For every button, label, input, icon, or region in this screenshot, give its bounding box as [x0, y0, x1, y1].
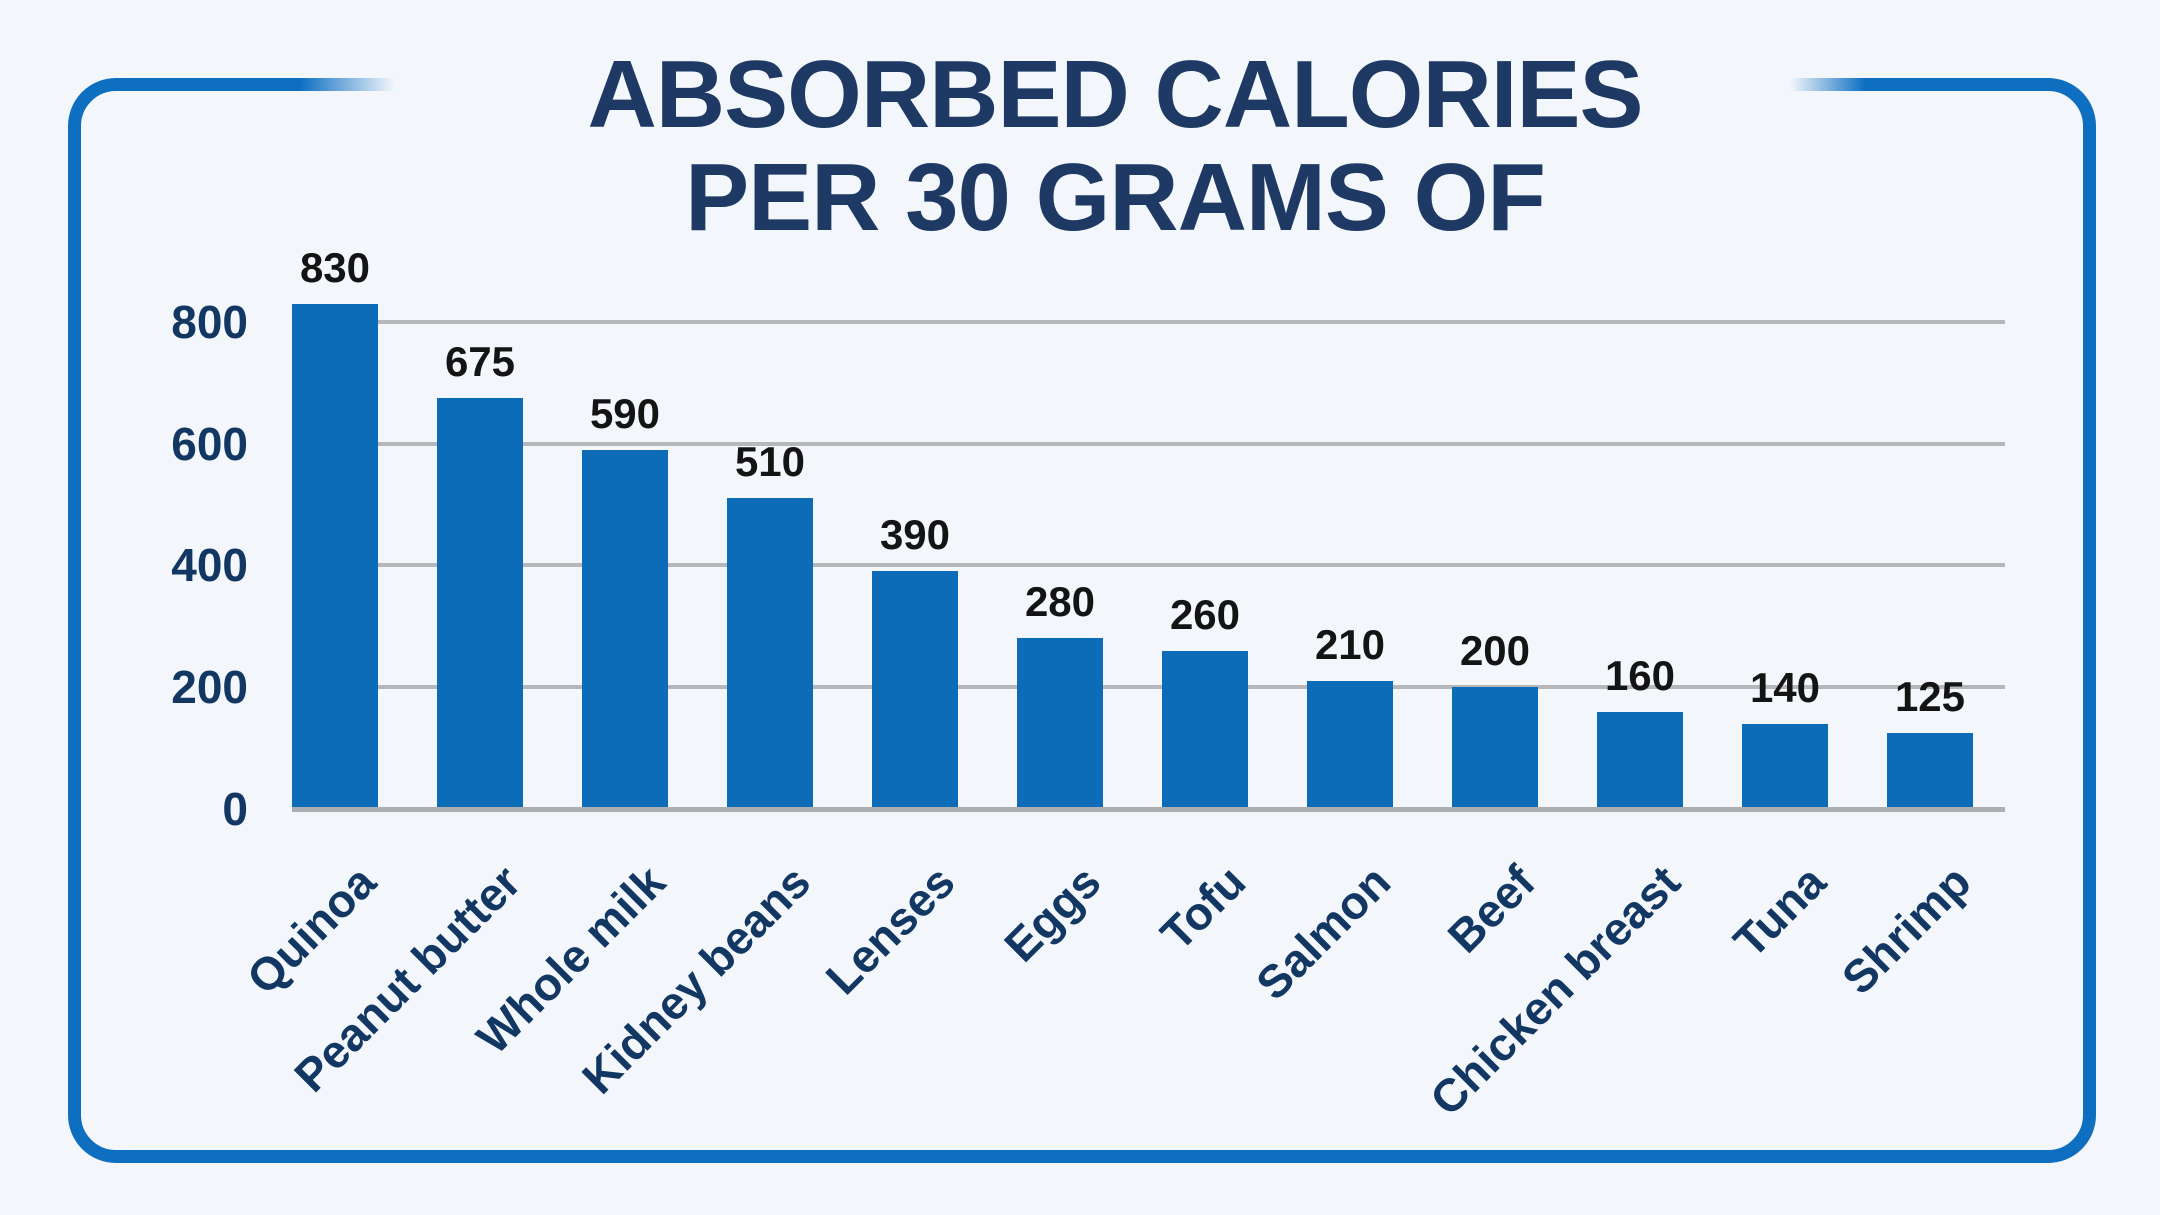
frame-top-fade [300, 68, 1865, 98]
bar [292, 304, 378, 809]
bar [582, 450, 668, 809]
bar-value-label: 140 [1749, 664, 1821, 711]
bar-value-label: 200 [1459, 627, 1531, 674]
bar [1597, 712, 1683, 809]
bar-value-label: 590 [589, 390, 661, 437]
y-axis-tick-label: 200 [171, 661, 248, 714]
gridline-200 [292, 685, 2005, 690]
bar-value-label: 280 [1024, 578, 1096, 625]
chart-title: ABSORBED CALORIES PER 30 GRAMS OF [70, 41, 2160, 251]
bar [872, 571, 958, 809]
y-axis-tick-label: 0 [222, 783, 248, 835]
bar [1017, 638, 1103, 809]
gridline-600 [292, 441, 2005, 446]
gridline-400 [292, 563, 2005, 568]
bar [1452, 687, 1538, 809]
bar-value-label: 830 [299, 244, 371, 291]
bar [1162, 651, 1248, 809]
y-axis-tick-label: 600 [171, 417, 248, 470]
bar [437, 398, 523, 809]
bar-value-label: 260 [1169, 591, 1241, 638]
chart-title-line1: ABSORBED CALORIES [587, 41, 1643, 148]
bar-value-label: 160 [1604, 652, 1676, 699]
bar [1307, 681, 1393, 809]
bar-value-label: 510 [734, 438, 806, 485]
bar [1887, 733, 1973, 809]
y-axis-tick-label: 400 [171, 539, 248, 592]
y-axis-tick-label: 800 [171, 295, 248, 348]
bar-value-label: 675 [444, 338, 516, 385]
bar-value-label: 390 [879, 511, 951, 558]
bar-value-label: 125 [1894, 673, 1966, 720]
bar [727, 498, 813, 809]
bar [1742, 724, 1828, 809]
x-axis-line [292, 807, 2005, 812]
chart-title-line2: PER 30 GRAMS OF [685, 143, 1546, 251]
bar-value-label: 210 [1314, 621, 1386, 668]
gridline-800 [292, 319, 2005, 324]
